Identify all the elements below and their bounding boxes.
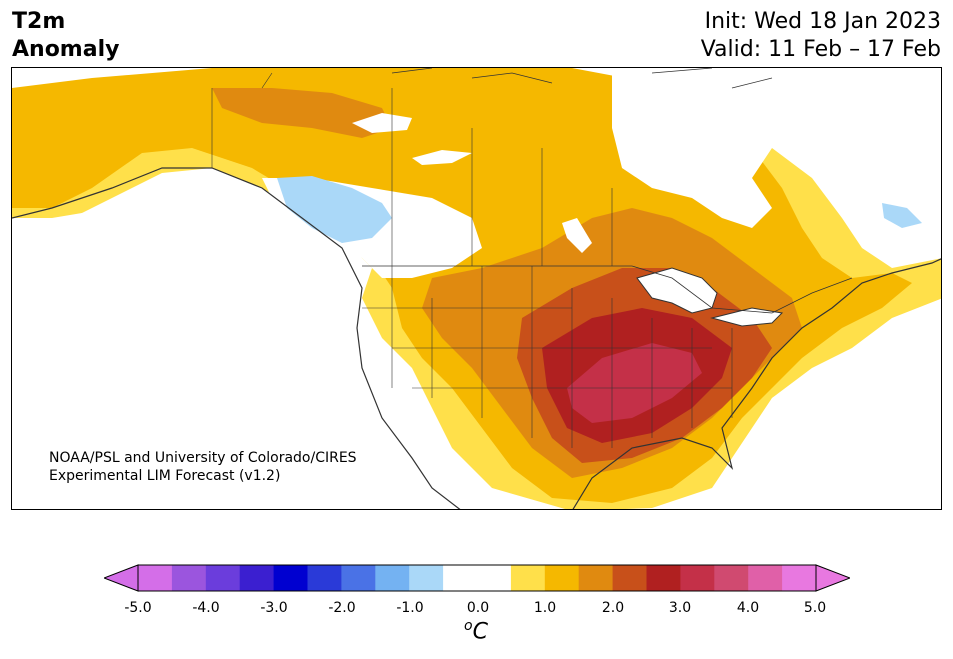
lake-winnipeg [562, 218, 592, 253]
islands-arctic [391, 68, 773, 89]
cold-region-labrador [882, 203, 922, 228]
anomaly-region-3-5 [567, 343, 702, 423]
colorbar-swatch [477, 565, 512, 591]
colorbar-svg [102, 564, 852, 592]
init-date: Init: Wed 18 Jan 2023 [704, 9, 941, 34]
colorbar-swatch [307, 565, 342, 591]
unit-degree: o [464, 618, 473, 634]
colorbar-swatch [375, 565, 410, 591]
coastline-gulf-east [572, 258, 941, 509]
colorbar-tick: 5.0 [803, 600, 827, 616]
credit-line-1: NOAA/PSL and University of Colorado/CIRE… [49, 450, 357, 466]
colorbar-tick: 0.0 [466, 600, 490, 616]
lake-athabasca [412, 150, 472, 165]
colorbar-unit: oC [464, 618, 488, 644]
colorbar-tick: -4.0 [192, 600, 220, 616]
coastline-west [12, 167, 461, 509]
neutral-region-pacific [12, 198, 431, 509]
colorbar-swatch [578, 565, 614, 591]
colorbar-swatch [714, 565, 749, 591]
colorbar-swatch [782, 565, 817, 591]
title-line-2: Anomaly [12, 37, 120, 62]
unit-letter: C [472, 619, 488, 645]
map-svg [12, 68, 941, 509]
colorbar-tick: -5.0 [124, 600, 152, 616]
great-slave-lake [352, 113, 412, 133]
colorbar-swatch [138, 565, 173, 591]
colorbar-swatch [409, 565, 444, 591]
valid-dates: Valid: 11 Feb – 17 Feb [700, 37, 941, 62]
forecast-dates: Init: Wed 18 Jan 2023 Valid: 11 Feb – 17… [701, 8, 941, 64]
neutral-region-hudson [612, 68, 812, 228]
colorbar-swatch [612, 565, 647, 591]
neutral-region-atlantic [713, 318, 941, 509]
colorbar [102, 564, 852, 596]
colorbar-tick: -2.0 [328, 600, 356, 616]
colorbar-swatch [443, 565, 478, 591]
colorbar-swatch [680, 565, 715, 591]
chart-title: T2m Anomaly [12, 8, 119, 64]
us-canada-border [362, 265, 853, 314]
colorbar-swatch [544, 565, 580, 591]
colorbar-tick: 2.0 [601, 600, 625, 616]
colorbar-outline [137, 564, 817, 592]
anomaly-region-2-0 [212, 88, 392, 138]
colorbar-tick: 4.0 [736, 600, 760, 616]
credit-line-2: Experimental LIM Forecast (v1.2) [49, 468, 281, 484]
colorbar-swatch [239, 565, 275, 591]
province-borders [211, 72, 613, 266]
map-credit: NOAA/PSL and University of Colorado/CIRE… [49, 449, 357, 485]
colorbar-swatch [205, 565, 241, 591]
anomaly-map [11, 67, 942, 510]
colorbar-swatch [510, 565, 546, 591]
colorbar-tick: 3.0 [668, 600, 692, 616]
state-borders [362, 266, 733, 448]
colorbar-swatch [646, 565, 681, 591]
colorbar-extend-low [102, 564, 139, 592]
colorbar-extend-high [815, 564, 852, 592]
title-line-1: T2m [12, 9, 66, 34]
colorbar-swatch [171, 565, 207, 591]
colorbar-swatch [748, 565, 783, 591]
colorbar-tick: 1.0 [533, 600, 557, 616]
colorbar-tick: -1.0 [396, 600, 424, 616]
colorbar-tick: -3.0 [260, 600, 288, 616]
colorbar-swatch [341, 565, 376, 591]
cold-region-alberta [277, 176, 392, 243]
colorbar-ticks: -5.0 -4.0 -3.0 -2.0 -1.0 0.0 1.0 2.0 3.0… [0, 600, 953, 620]
colorbar-swatch [273, 565, 308, 591]
